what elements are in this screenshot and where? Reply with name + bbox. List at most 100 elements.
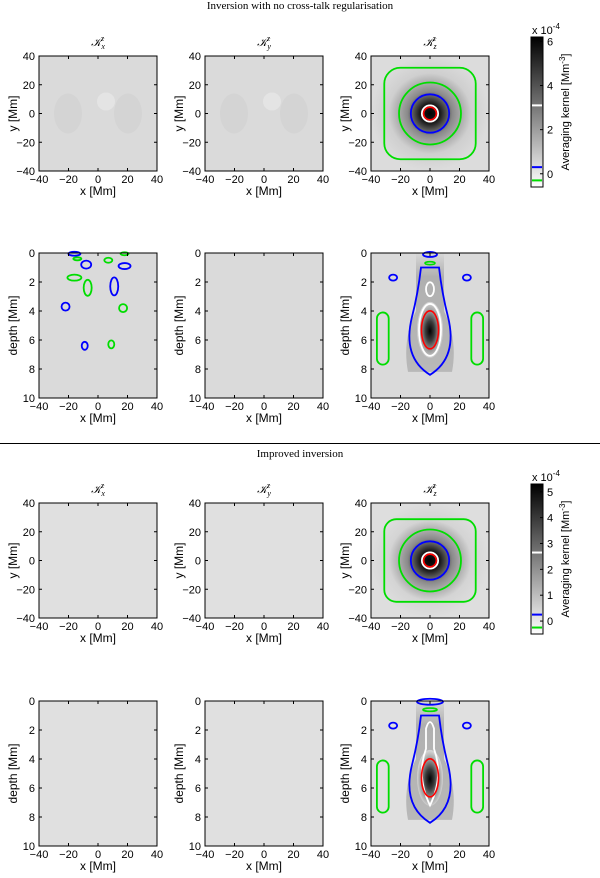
- contour-red: [422, 553, 438, 568]
- colorbar-frame: [530, 36, 544, 188]
- y-tick-label: 10: [189, 393, 201, 405]
- y-axis-label: y [Mm]: [172, 96, 186, 132]
- contour-green-blob: [66, 273, 83, 282]
- panel-background: [205, 701, 323, 846]
- y-axis-label: y [Mm]: [172, 543, 186, 579]
- x-tick-label: 0: [261, 401, 267, 413]
- contour-white: [420, 104, 440, 123]
- x-tick-label: −20: [59, 621, 78, 633]
- y-tick-label: 0: [195, 248, 201, 260]
- y-tick-label: 8: [195, 812, 201, 824]
- y-tick-label: −40: [182, 613, 201, 625]
- y-tick-label: 8: [195, 364, 201, 376]
- x-tick-label: −40: [196, 621, 215, 633]
- contour-white-upper: [425, 281, 435, 298]
- x-axis-label: x [Mm]: [246, 411, 282, 425]
- y-tick-label: 40: [189, 498, 201, 510]
- contour-green-blob: [107, 339, 116, 350]
- x-tick-label: 40: [483, 174, 495, 186]
- panel-title: 𝒦zz: [423, 34, 437, 51]
- x-tick-label: 40: [483, 849, 495, 861]
- y-tick-label: 4: [361, 306, 367, 318]
- contour-green-inner: [398, 81, 462, 146]
- x-tick-label: 40: [151, 621, 163, 633]
- y-axis-label: depth [Mm]: [6, 295, 20, 355]
- faint-lobe: [114, 93, 142, 134]
- y-tick-label: 40: [355, 498, 367, 510]
- y-tick-label: 2: [29, 725, 35, 737]
- x-axis-label: x [Mm]: [246, 184, 282, 198]
- x-tick-label: 20: [287, 174, 299, 186]
- x-tick-label: 0: [427, 401, 433, 413]
- x-tick-label: 40: [483, 401, 495, 413]
- y-tick-label: 10: [23, 393, 35, 405]
- contour-blue-blob: [80, 259, 93, 270]
- x-tick-label: 20: [121, 849, 133, 861]
- x-tick-label: 20: [453, 401, 465, 413]
- colorbar-tick-label: 2: [547, 125, 553, 137]
- x-axis-label: x [Mm]: [412, 411, 448, 425]
- colorbar-tick-label: 4: [547, 81, 553, 93]
- x-tick-label: −40: [362, 174, 381, 186]
- x-tick-label: 20: [287, 401, 299, 413]
- y-tick-label: 20: [189, 527, 201, 539]
- y-tick-label: 6: [29, 335, 35, 347]
- y-tick-label: 2: [361, 725, 367, 737]
- y-tick-label: 20: [355, 527, 367, 539]
- x-tick-label: −20: [391, 849, 410, 861]
- colorbar-frame: [530, 483, 544, 635]
- y-axis-label: depth [Mm]: [338, 295, 352, 355]
- x-axis-label: x [Mm]: [80, 859, 116, 873]
- colorbar-exponent: x 10-4: [532, 469, 560, 484]
- x-tick-label: 0: [261, 849, 267, 861]
- contour-green-right: [470, 311, 484, 366]
- y-tick-label: 10: [355, 841, 367, 853]
- x-tick-label: 20: [453, 174, 465, 186]
- colorbar-bottom: 5 4 3 2 1 0 x 10-4 Averaging kernel [Mm-3]: [530, 469, 572, 635]
- x-tick-label: 40: [151, 401, 163, 413]
- y-axis-label: depth [Mm]: [172, 295, 186, 355]
- y-tick-label: 0: [361, 109, 367, 121]
- x-tick-label: 20: [121, 401, 133, 413]
- y-tick-label: 4: [29, 306, 35, 318]
- x-axis-label: x [Mm]: [246, 631, 282, 645]
- y-tick-label: 40: [23, 498, 35, 510]
- contour-blue: [408, 266, 452, 376]
- y-tick-label: 10: [189, 841, 201, 853]
- y-tick-label: 4: [195, 754, 201, 766]
- contour-blue-blob: [461, 721, 472, 730]
- y-axis-label: depth [Mm]: [6, 743, 20, 803]
- contour-red: [420, 310, 440, 350]
- colorbar-label: Averaging kernel [Mm-3]: [558, 54, 572, 171]
- contour-blue: [409, 93, 451, 134]
- contour-green-right: [470, 759, 484, 814]
- x-tick-label: 0: [95, 174, 101, 186]
- x-tick-label: 0: [95, 401, 101, 413]
- y-tick-label: 10: [355, 393, 367, 405]
- x-tick-label: −40: [30, 621, 49, 633]
- x-tick-label: −20: [391, 621, 410, 633]
- y-tick-label: −40: [182, 166, 201, 178]
- x-tick-label: −40: [30, 174, 49, 186]
- colorbar-gradient: [531, 484, 543, 634]
- x-axis-label: x [Mm]: [412, 859, 448, 873]
- contour-green-left: [375, 311, 390, 366]
- panel-title: 𝒦xz: [91, 34, 105, 51]
- y-tick-label: 4: [29, 754, 35, 766]
- x-axis-label: x [Mm]: [412, 631, 448, 645]
- faint-lobe: [263, 92, 281, 111]
- x-tick-label: 0: [261, 174, 267, 186]
- y-tick-label: −20: [16, 584, 35, 596]
- contour-green-surface: [422, 707, 438, 713]
- x-tick-label: −20: [225, 401, 244, 413]
- panel-title: 𝒦zz: [423, 481, 437, 498]
- contour-red: [422, 106, 438, 121]
- contour-blue-blob: [60, 301, 71, 312]
- x-axis-label: x [Mm]: [80, 184, 116, 198]
- y-tick-label: 20: [355, 80, 367, 92]
- y-tick-label: 8: [361, 364, 367, 376]
- y-tick-label: 0: [195, 696, 201, 708]
